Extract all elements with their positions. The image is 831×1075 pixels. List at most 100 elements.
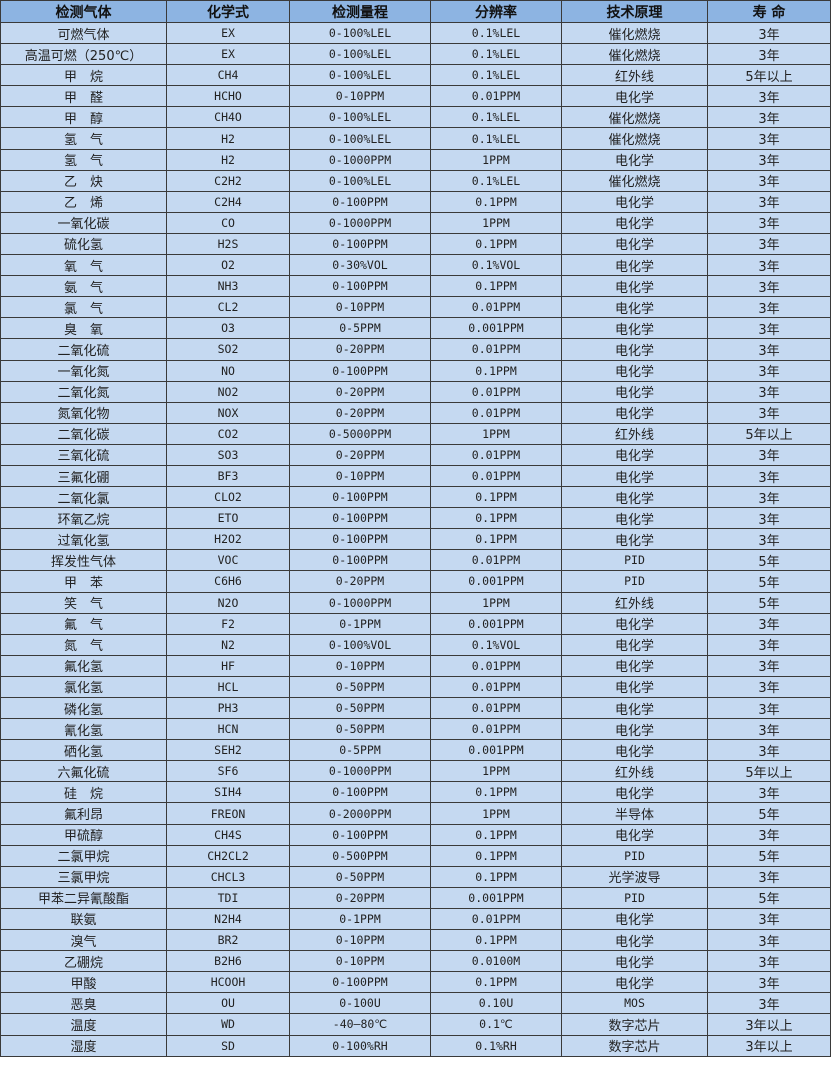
resolution-cell: 0.01PPM (430, 85, 562, 108)
principle-cell: 电化学 (561, 718, 708, 741)
formula-cell: EX (166, 43, 290, 66)
header-formula: 化学式 (166, 0, 290, 23)
table-row: 二氧化氮 NO2 0-20PPM 0.01PPM 电化学 3年 (0, 380, 831, 403)
lifetime-cell: 3年 (707, 612, 831, 635)
formula-cell: CL2 (166, 296, 290, 319)
formula-cell: H2S (166, 232, 290, 256)
gas-cell: 甲苯二异氰酸酯 (0, 886, 167, 909)
gas-cell: 三氧化硫 (0, 443, 167, 466)
lifetime-cell: 3年 (707, 992, 831, 1015)
formula-cell: NO (166, 359, 290, 382)
resolution-cell: 0.10U (430, 992, 562, 1015)
range-cell: 0-5PPM (289, 739, 431, 762)
table-row: 硫化氢 H2S 0-100PPM 0.1PPM 电化学 3年 (0, 232, 831, 256)
range-cell: 0-10PPM (289, 85, 431, 108)
lifetime-cell: 3年 (707, 865, 831, 888)
table-row: 硒化氢 SEH2 0-5PPM 0.001PPM 电化学 3年 (0, 739, 831, 762)
formula-cell: B2H6 (166, 950, 290, 973)
principle-cell: 电化学 (561, 296, 708, 319)
table-row: 甲苯二异氰酸酯 TDI 0-20PPM 0.001PPM PID 5年 (0, 886, 831, 909)
lifetime-cell: 5年 (707, 802, 831, 825)
table-row: 一氧化氮 NO 0-100PPM 0.1PPM 电化学 3年 (0, 359, 831, 382)
lifetime-cell: 3年 (707, 907, 831, 931)
resolution-cell: 0.01PPM (430, 401, 562, 424)
formula-cell: F2 (166, 612, 290, 635)
table-row: 氧 气 O2 0-30%VOL 0.1%VOL 电化学 3年 (0, 254, 831, 277)
principle-cell: 电化学 (561, 528, 708, 551)
table-row: 二氧化氯 CLO2 0-100PPM 0.1PPM 电化学 3年 (0, 486, 831, 509)
gas-cell: 二氧化氮 (0, 380, 167, 403)
table-row: 甲 苯 C6H6 0-20PPM 0.001PPM PID 5年 (0, 570, 831, 593)
resolution-cell: 1PPM (430, 760, 562, 783)
gas-cell: 硅 烷 (0, 781, 167, 804)
table-row: 氮氧化物 NOX 0-20PPM 0.01PPM 电化学 3年 (0, 401, 831, 424)
range-cell: 0-20PPM (289, 443, 431, 466)
lifetime-cell: 3年 (707, 823, 831, 846)
range-cell: 0-5PPM (289, 317, 431, 340)
lifetime-cell: 3年 (707, 528, 831, 551)
principle-cell: 催化燃烧 (561, 169, 708, 192)
lifetime-cell: 3年 (707, 929, 831, 952)
range-cell: 0-100PPM (289, 823, 431, 846)
range-cell: 0-1000PPM (289, 591, 431, 614)
table-row: 氨 气 NH3 0-100PPM 0.1PPM 电化学 3年 (0, 275, 831, 298)
range-cell: 0-20PPM (289, 886, 431, 909)
principle-cell: 数字芯片 (561, 1034, 708, 1057)
formula-cell: HF (166, 654, 290, 677)
gas-cell: 氟 气 (0, 612, 167, 635)
header-gas: 检测气体 (0, 0, 167, 23)
gas-cell: 甲硫醇 (0, 823, 167, 846)
gas-cell: 挥发性气体 (0, 549, 167, 572)
resolution-cell: 0.1%LEL (430, 106, 562, 129)
formula-cell: SO2 (166, 338, 290, 361)
formula-cell: CLO2 (166, 486, 290, 509)
principle-cell: 红外线 (561, 422, 708, 445)
table-row: 挥发性气体 VOC 0-100PPM 0.01PPM PID 5年 (0, 549, 831, 572)
gas-cell: 甲 苯 (0, 570, 167, 593)
resolution-cell: 0.01PPM (430, 338, 562, 361)
resolution-cell: 0.1PPM (430, 781, 562, 804)
gas-cell: 高温可燃（250℃） (0, 43, 167, 66)
formula-cell: CHCL3 (166, 865, 290, 888)
gas-cell: 氟利昂 (0, 802, 167, 825)
resolution-cell: 0.0100M (430, 950, 562, 973)
gas-cell: 六氟化硫 (0, 760, 167, 783)
lifetime-cell: 3年以上 (707, 1013, 831, 1036)
gas-cell: 氯 气 (0, 296, 167, 319)
header-principle: 技术原理 (561, 0, 708, 23)
range-cell: 0-100%LEL (289, 43, 431, 66)
resolution-cell: 0.001PPM (430, 886, 562, 909)
formula-cell: SF6 (166, 760, 290, 783)
principle-cell: 红外线 (561, 64, 708, 87)
range-cell: 0-10PPM (289, 950, 431, 973)
gas-cell: 氰化氢 (0, 718, 167, 741)
table-row: 氟 气 F2 0-1PPM 0.001PPM 电化学 3年 (0, 612, 831, 635)
lifetime-cell: 3年 (707, 950, 831, 973)
lifetime-cell: 3年 (707, 211, 831, 234)
lifetime-cell: 3年 (707, 232, 831, 256)
range-cell: 0-100%LEL (289, 127, 431, 150)
range-cell: 0-10PPM (289, 296, 431, 319)
principle-cell: 电化学 (561, 823, 708, 846)
table-row: 二氧化硫 SO2 0-20PPM 0.01PPM 电化学 3年 (0, 338, 831, 361)
formula-cell: H2O2 (166, 528, 290, 551)
table-row: 笑 气 N2O 0-1000PPM 1PPM 红外线 5年 (0, 591, 831, 614)
resolution-cell: 0.1PPM (430, 232, 562, 256)
lifetime-cell: 3年 (707, 338, 831, 361)
lifetime-cell: 3年 (707, 443, 831, 466)
range-cell: 0-100PPM (289, 781, 431, 804)
table-row: 二氧化碳 CO2 0-5000PPM 1PPM 红外线 5年以上 (0, 422, 831, 445)
principle-cell: 电化学 (561, 675, 708, 699)
range-cell: 0-10PPM (289, 929, 431, 952)
range-cell: 0-20PPM (289, 570, 431, 593)
table-row: 乙 烯 C2H4 0-100PPM 0.1PPM 电化学 3年 (0, 190, 831, 213)
principle-cell: 催化燃烧 (561, 106, 708, 129)
header-lifetime: 寿 命 (707, 0, 831, 23)
principle-cell: 电化学 (561, 148, 708, 171)
lifetime-cell: 3年 (707, 43, 831, 66)
gas-cell: 氯化氢 (0, 675, 167, 699)
lifetime-cell: 3年 (707, 971, 831, 994)
table-row: 环氧乙烷 ETO 0-100PPM 0.1PPM 电化学 3年 (0, 507, 831, 530)
gas-cell: 乙 炔 (0, 169, 167, 192)
lifetime-cell: 3年 (707, 486, 831, 509)
